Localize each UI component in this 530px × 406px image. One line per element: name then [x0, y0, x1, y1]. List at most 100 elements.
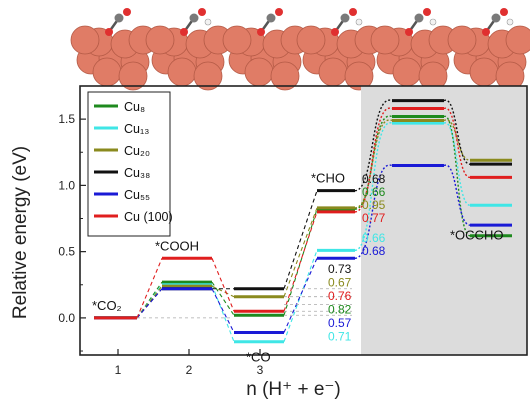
hydrogen-atom	[204, 18, 212, 26]
connector-line	[283, 211, 318, 312]
copper-atom	[193, 61, 223, 91]
barrier-value: 0.77	[362, 211, 386, 225]
copper-atom	[70, 25, 100, 55]
y-axis-title: Relative energy (eV)	[10, 146, 31, 319]
adsorbate-structure-image	[296, 6, 384, 91]
legend-label: Cu₃₈	[124, 166, 150, 180]
legend-box	[87, 91, 171, 237]
copper-atom	[469, 57, 499, 87]
ts-fall-curve	[443, 99, 471, 165]
barrier-value: 0.57	[328, 316, 352, 330]
y-tick-label: 1.0	[58, 178, 75, 192]
carbon-atom	[189, 13, 199, 23]
ts-rise-curve	[354, 122, 393, 252]
copper-atom	[270, 61, 300, 91]
copper-atom	[318, 57, 348, 87]
adsorbate-structure-image	[370, 6, 458, 91]
plot-frame	[79, 85, 528, 356]
barrier-value: 0.68	[362, 244, 386, 258]
oxygen-atom	[180, 28, 188, 36]
connector-lines	[136, 190, 352, 342]
oxygen-atom	[331, 28, 339, 36]
oxygen-atom	[198, 8, 206, 16]
adsorbate-structure-image	[447, 6, 530, 91]
legend-label: Cu₁₃	[124, 122, 149, 136]
connector-line	[283, 209, 318, 316]
state-label: *OCCHO	[450, 227, 503, 242]
hydrogen-atom	[506, 18, 514, 26]
y-tick-label: 0.0	[58, 311, 75, 325]
connector-line	[211, 284, 235, 342]
barrier-value: 0.66	[362, 231, 386, 245]
copper-atom	[296, 25, 326, 55]
transition-curves	[354, 99, 471, 259]
copper-atom	[167, 57, 197, 87]
hydrogen-atom	[429, 18, 437, 26]
carbon-atom	[491, 13, 501, 23]
oxygen-atom	[423, 8, 431, 16]
adsorbate-structure-image	[222, 6, 310, 91]
connector-line	[211, 288, 235, 333]
oxygen-atom	[123, 8, 131, 16]
barrier-value: 0.67	[328, 276, 352, 290]
legend-label: Cu₅₅	[124, 188, 150, 202]
copper-atom	[447, 25, 477, 55]
copper-atom	[392, 57, 422, 87]
carbon-atom	[340, 13, 350, 23]
state-label: *CO₂	[92, 298, 122, 313]
oxygen-atom	[275, 8, 283, 16]
barrier-value: 0.71	[328, 330, 352, 344]
x-axis-title: n (H⁺ + e⁻)	[246, 379, 341, 400]
carbon-atom	[414, 13, 424, 23]
ts-fall-curve	[443, 119, 471, 161]
connector-line	[283, 190, 318, 289]
copper-atom	[145, 25, 175, 55]
oxygen-atom	[349, 8, 357, 16]
copper-atom	[505, 25, 530, 55]
legend-label: Cu₂₀	[124, 144, 150, 158]
barrier-annotations: 0.730.670.760.820.570.710.680.660.950.77…	[328, 172, 386, 344]
barrier-value: 0.73	[328, 262, 352, 276]
copper-atom	[370, 25, 400, 55]
hydrogen-atom	[355, 18, 363, 26]
x-tick-label: 2	[186, 363, 193, 377]
oxygen-atom	[500, 8, 508, 16]
connector-line	[136, 288, 163, 319]
y-axis: 0.0 0.5 1.0 1.5	[58, 85, 86, 352]
x-tick-label: 3	[257, 363, 264, 377]
ts-fall-curve	[443, 107, 471, 179]
connector-line	[211, 258, 235, 312]
shaded-coupling-region	[361, 86, 527, 355]
copper-atom	[344, 61, 374, 91]
legend-label: Cu₈	[124, 100, 145, 114]
barrier-value: 0.95	[362, 198, 386, 212]
oxygen-atom	[105, 28, 113, 36]
copper-atom	[222, 25, 252, 55]
legend: Cu₈ Cu₁₃ Cu₂₀ Cu₃₈ Cu₅₅ Cu (100)	[87, 91, 173, 237]
adsorbate-structure-image	[70, 6, 158, 91]
ts-fall-curve	[443, 164, 471, 226]
connector-line	[283, 207, 318, 297]
copper-atom	[92, 57, 122, 87]
copper-atom	[244, 57, 274, 87]
carbon-atom	[266, 13, 276, 23]
connector-line	[136, 284, 163, 319]
barrier-value: 0.68	[362, 172, 386, 186]
barrier-value: 0.82	[328, 303, 352, 317]
y-tick-label: 0.5	[58, 245, 75, 259]
adsorbate-structure-image	[145, 6, 233, 91]
state-label: *CO	[246, 350, 271, 365]
ts-rise-curve	[354, 107, 393, 213]
oxygen-atom	[482, 28, 490, 36]
copper-atom	[118, 61, 148, 91]
state-label: *CHO	[311, 171, 345, 186]
connector-line	[136, 281, 163, 319]
x-axis: 1 2 3	[115, 349, 264, 377]
connector-line	[136, 288, 163, 319]
y-tick-label: 1.5	[58, 112, 75, 126]
connector-line	[136, 285, 163, 319]
oxygen-atom	[405, 28, 413, 36]
barrier-value: 0.76	[328, 289, 352, 303]
connector-line	[136, 258, 163, 319]
